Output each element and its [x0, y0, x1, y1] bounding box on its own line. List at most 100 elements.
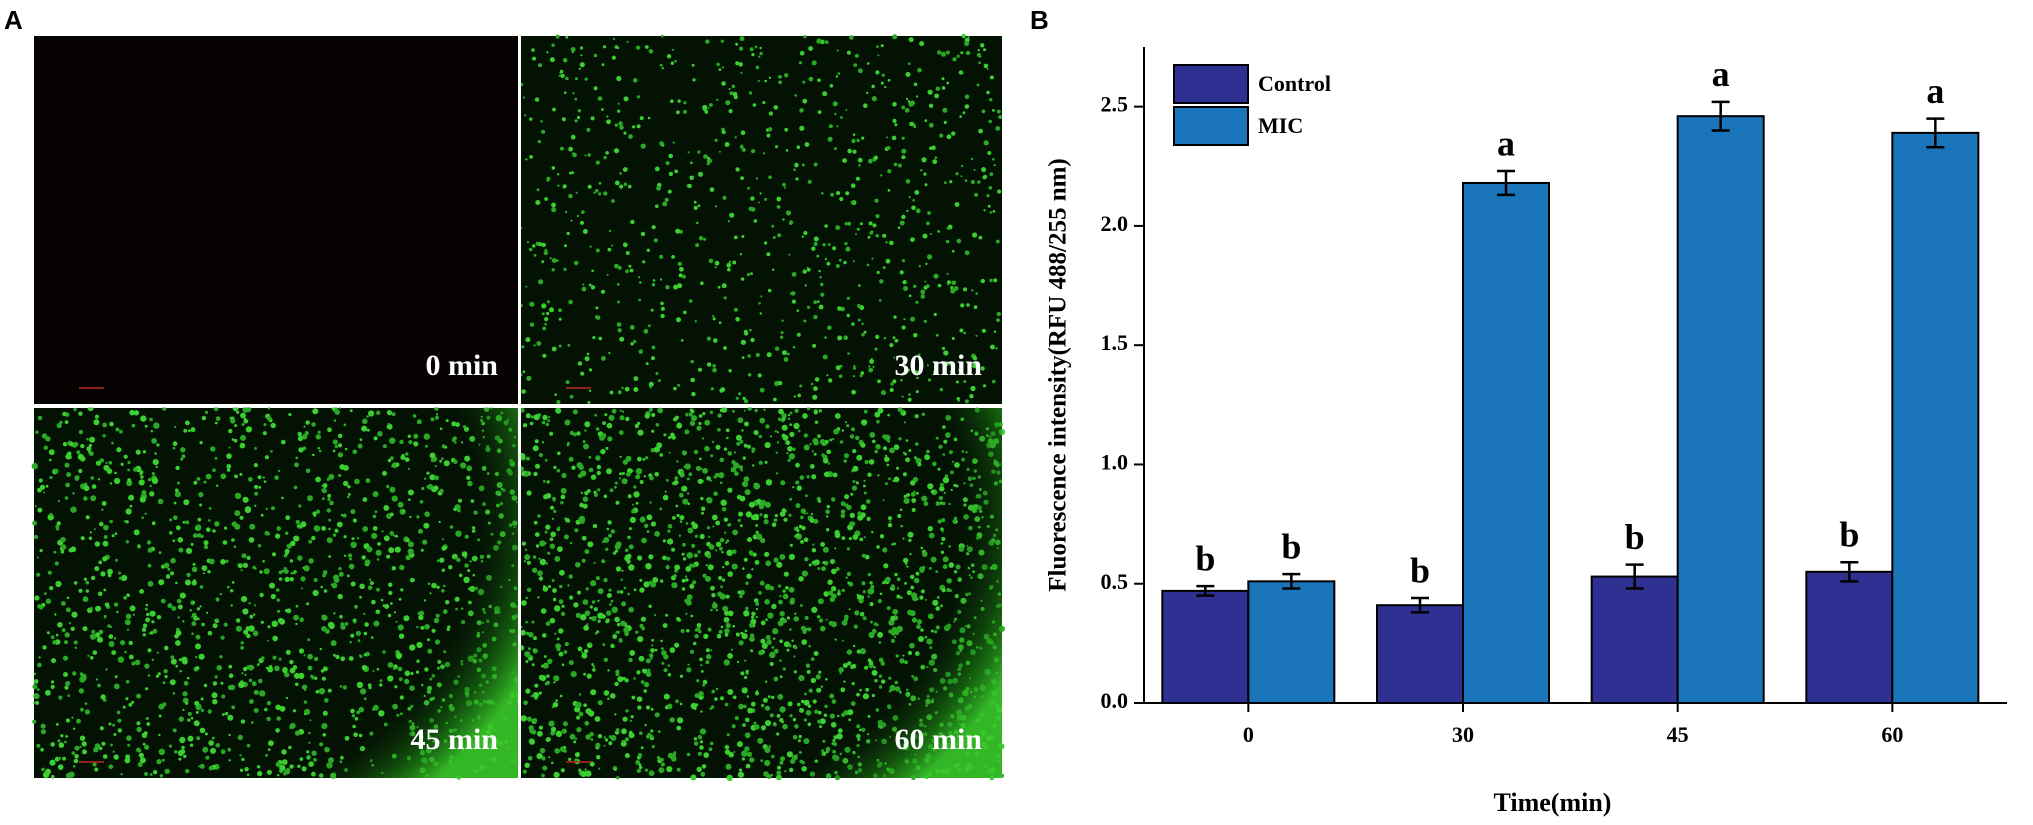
cell-dot [593, 191, 596, 194]
cell-dot [861, 333, 865, 337]
cell-dot [693, 200, 697, 204]
cell-dot [835, 225, 841, 231]
cell-dot [640, 143, 646, 149]
cell-dot [959, 115, 962, 118]
cell-dot [579, 46, 584, 50]
cell-dot [738, 62, 743, 67]
cell-dot [551, 268, 555, 272]
cell-dot [828, 124, 834, 129]
cell-dot [992, 210, 996, 213]
cell-dot [914, 190, 920, 195]
cell-dot [718, 321, 722, 325]
cell-dot [945, 240, 949, 243]
cell-dot [536, 188, 540, 192]
cell-dot [892, 102, 897, 107]
cell-dot [905, 179, 911, 184]
cell-dot [907, 100, 911, 103]
cell-dot [689, 175, 694, 181]
cell-dot [721, 66, 725, 69]
cell-dot [563, 267, 567, 271]
cell-dot [924, 183, 928, 187]
cell-dot [537, 63, 543, 68]
cell-dot [639, 116, 644, 121]
cell-dot [623, 182, 628, 187]
cell-dot [735, 316, 740, 322]
cell-dot [674, 169, 679, 174]
cell-dot [907, 62, 911, 65]
cell-dot [871, 84, 875, 89]
cell-dot [606, 273, 609, 276]
cell-dot [813, 314, 818, 320]
cell-dot [987, 151, 992, 155]
bar [1590, 575, 1679, 705]
cell-dot [835, 75, 839, 78]
cell-dot [577, 109, 582, 113]
cell-dot [887, 169, 892, 174]
cell-dot [937, 283, 942, 288]
cell-dot [572, 152, 577, 158]
cell-dot [974, 192, 979, 197]
cell-dot [932, 159, 938, 165]
cell-dot [927, 254, 933, 260]
cell-dot [790, 291, 796, 296]
cell-dot [741, 147, 746, 152]
cell-dot [748, 91, 753, 95]
cell-dot [851, 322, 855, 326]
cell-dot [843, 335, 848, 341]
bar [1247, 580, 1336, 704]
cell-dot [901, 148, 907, 154]
cell-dot [983, 209, 986, 212]
cell-dot [987, 204, 991, 208]
x-tick-label: 60 [1881, 722, 1903, 747]
cell-dot [624, 386, 630, 392]
cell-dot [588, 389, 592, 392]
cell-dot [660, 301, 664, 306]
cell-dot [869, 359, 874, 364]
cell-dot [791, 299, 797, 304]
cell-dot [813, 386, 818, 391]
cell-dot [750, 272, 753, 275]
cell-dot [766, 352, 772, 358]
cell-dot [576, 115, 581, 120]
cell-dot [904, 107, 910, 113]
cell-dot [590, 285, 596, 290]
cell-dot [688, 299, 693, 303]
cell-dot [875, 234, 879, 238]
cell-dot [593, 53, 598, 58]
cell-dot [792, 345, 796, 349]
cell-dot [584, 154, 587, 157]
bar [1891, 131, 1980, 705]
cell-dot [978, 128, 983, 134]
cell-dot [981, 109, 986, 114]
cell-dot [740, 130, 746, 135]
cell-dot [847, 221, 852, 226]
cell-dot [743, 329, 748, 334]
cell-dot [564, 210, 568, 214]
cell-dot [852, 149, 857, 154]
cell-dot [796, 309, 800, 312]
cell-dot [982, 175, 987, 180]
cell-dot [546, 300, 551, 304]
cell-dot [909, 122, 914, 126]
legend-label: MIC [1258, 113, 1303, 138]
cell-dot [946, 272, 949, 275]
cell-dot [668, 171, 674, 177]
cell-dot [978, 235, 983, 240]
cell-dot [973, 305, 978, 309]
cell-dot [941, 51, 946, 57]
cell-dot [834, 112, 837, 116]
cell-dot [965, 50, 971, 56]
panel-label: A [4, 5, 23, 35]
cell-dot [912, 199, 915, 202]
micrograph [34, 36, 518, 404]
cell-dot [522, 370, 526, 374]
cell-dot [619, 125, 624, 130]
cell-dot [627, 184, 632, 189]
cell-dot [779, 335, 784, 339]
cell-dot [925, 262, 928, 266]
bar [1676, 115, 1765, 705]
cell-dot [964, 399, 969, 404]
cell-dot [582, 229, 588, 234]
cell-dot [881, 73, 885, 77]
cell-dot [570, 134, 576, 140]
